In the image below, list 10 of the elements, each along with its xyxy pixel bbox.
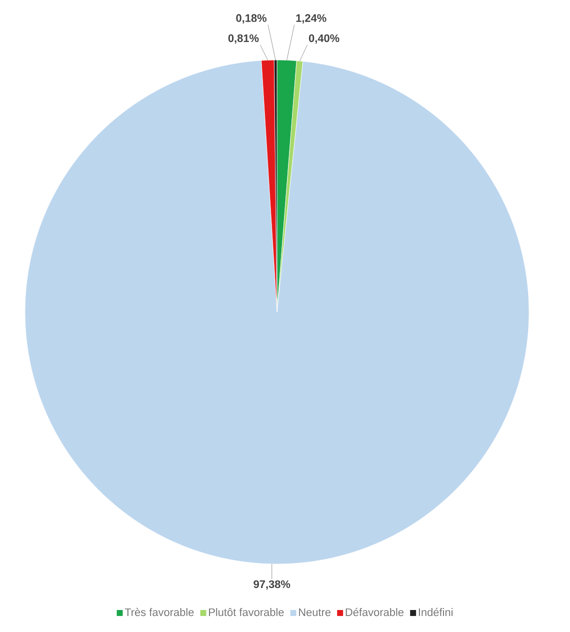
legend-label: Plutôt favorable [209, 608, 284, 616]
slice-label: Neutre [299, 608, 331, 616]
data-label: 0,18% [236, 14, 267, 24]
data-label: 0,81% [228, 34, 259, 44]
legend-label: Indéfini [418, 608, 453, 616]
legend-label: Défavorable [346, 608, 404, 616]
data-label: 0,40% [308, 34, 340, 44]
data-label: 97,38% [254, 580, 290, 590]
legend-label: Très favorable [124, 608, 194, 616]
data-label: 1,24% [296, 14, 326, 24]
